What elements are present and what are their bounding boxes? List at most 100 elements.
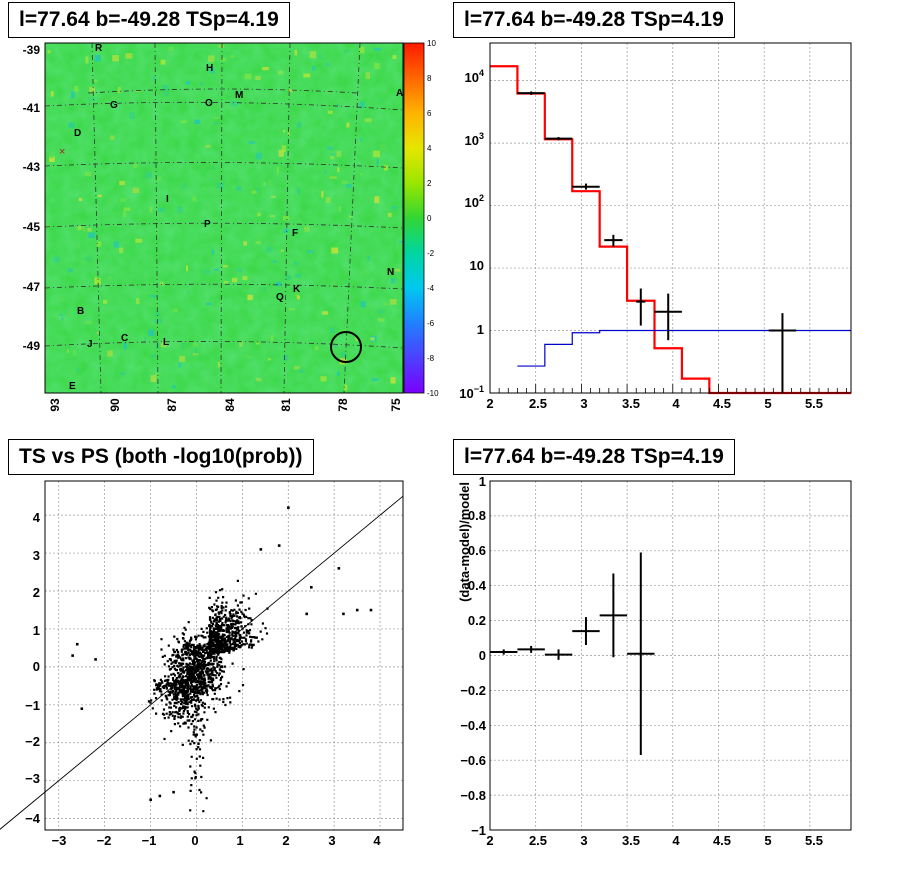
- colorbar-tick: -4: [427, 284, 435, 293]
- spectrum-title: l=77.64 b=-49.28 TSp=4.19: [453, 2, 735, 38]
- skymap-speckle: [263, 182, 266, 186]
- skymap-speckle: [374, 63, 380, 70]
- skymap-speckle: [75, 227, 78, 231]
- skymap-speckle: [298, 369, 305, 373]
- scatter-x-tick: −2: [97, 833, 112, 848]
- skymap-speckle: [390, 278, 396, 284]
- scatter-outlier: [158, 794, 162, 798]
- skymap-speckle: [359, 101, 365, 109]
- skymap-speckle: [307, 250, 314, 254]
- skymap-speckle: [122, 211, 127, 217]
- skymap-speckle: [105, 98, 109, 103]
- skymap-speckle: [377, 318, 385, 322]
- skymap-x-tick: 84: [223, 398, 237, 412]
- skymap-speckle: [267, 358, 271, 361]
- skymap-speckle: [287, 130, 290, 136]
- skymap-speckle: [217, 361, 221, 368]
- skymap-speckle: [278, 70, 284, 75]
- skymap-speckle: [53, 256, 60, 263]
- skymap-speckle: [253, 314, 257, 320]
- colorbar-tick: -6: [427, 319, 435, 328]
- skymap-speckle: [373, 150, 380, 158]
- skymap-speckle: [295, 293, 299, 297]
- skymap-speckle: [288, 89, 293, 93]
- skymap-speckle: [329, 327, 335, 334]
- spectrum-y-tick: 10: [470, 258, 484, 273]
- scatter-x-tick: 0: [191, 833, 198, 848]
- scatter-outlier: [342, 612, 345, 616]
- skymap-speckle: [49, 150, 54, 158]
- skymap-speckle: [327, 110, 333, 114]
- skymap-speckle: [283, 129, 286, 133]
- skymap-speckle: [376, 159, 379, 166]
- skymap-x-tick: 81: [279, 398, 293, 412]
- skymap-speckle: [177, 343, 180, 347]
- skymap-speckle: [47, 50, 51, 54]
- skymap-speckle: [156, 176, 161, 181]
- skymap-speckle: [391, 206, 398, 210]
- skymap-speckle: [342, 194, 346, 198]
- residual-x-tick: 3: [580, 833, 587, 848]
- residual-x-tick: 4: [672, 833, 680, 848]
- residual-grid: [490, 481, 851, 830]
- colorbar-tick: 0: [427, 214, 432, 223]
- skymap-speckle: [49, 155, 55, 162]
- skymap-speckle: [168, 46, 174, 51]
- residual-frame[interactable]: [489, 480, 852, 831]
- scatter-y-tick: 0: [33, 659, 40, 674]
- skymap-speckle: [237, 268, 242, 272]
- source-label-d: D: [74, 128, 81, 139]
- colorbar-tick: -2: [427, 249, 435, 258]
- skymap-speckle: [67, 268, 74, 273]
- skymap-speckle: [255, 76, 261, 80]
- skymap-speckle: [135, 90, 141, 93]
- scatter-cloud: [147, 579, 269, 813]
- scatter-x-tick: 4: [373, 833, 381, 848]
- skymap-speckle: [148, 329, 154, 337]
- skymap-speckle: [370, 337, 375, 341]
- skymap-speckle: [123, 207, 131, 211]
- skymap-speckle: [355, 336, 358, 342]
- skymap-speckle: [326, 90, 332, 95]
- skymap-speckle: [71, 91, 75, 99]
- skymap-speckle: [370, 195, 374, 201]
- source-ring[interactable]: [330, 331, 362, 363]
- skymap-x-tick: 75: [389, 398, 403, 412]
- residual-y-tick: 0: [479, 648, 486, 663]
- source-label-f: F: [292, 228, 298, 239]
- source-label-q: Q: [276, 292, 284, 303]
- skymap-speckle: [340, 351, 347, 358]
- spectrum-x-tick: 5: [764, 396, 771, 411]
- skymap-speckle: [303, 73, 311, 78]
- colorbar-tick: 4: [427, 144, 432, 153]
- skymap-speckle: [152, 75, 157, 81]
- scatter-x-tick: 2: [282, 833, 289, 848]
- skymap-speckle: [163, 91, 169, 97]
- skymap-speckle: [108, 197, 111, 204]
- skymap-speckle: [333, 345, 338, 348]
- skymap-speckle: [194, 119, 201, 124]
- scatter-frame[interactable]: [44, 480, 404, 831]
- skymap-speckle: [390, 377, 396, 384]
- spectrum-frame[interactable]: [489, 42, 852, 394]
- skymap-speckle: [143, 337, 147, 342]
- skymap-speckle: [245, 355, 253, 359]
- skymap-speckle: [181, 182, 186, 190]
- skymap-speckle: [296, 295, 300, 300]
- spectrum-x-tick: 2: [486, 396, 493, 411]
- scatter-outlier: [259, 548, 263, 551]
- skymap-speckle: [88, 333, 91, 337]
- skymap-speckle: [294, 261, 299, 266]
- skymap-speckle: [330, 155, 335, 160]
- skymap-speckle: [192, 342, 199, 347]
- source-label-g: G: [110, 100, 118, 111]
- skymap-speckle: [88, 232, 95, 238]
- residual-y-tick: −0.6: [460, 753, 486, 768]
- skymap-speckle: [263, 286, 266, 292]
- skymap-speckle: [178, 362, 182, 368]
- skymap-speckle: [265, 246, 273, 253]
- skymap-speckle: [282, 216, 290, 221]
- skymap-speckle: [336, 150, 342, 157]
- spectrum-y-tick: 104: [465, 68, 484, 85]
